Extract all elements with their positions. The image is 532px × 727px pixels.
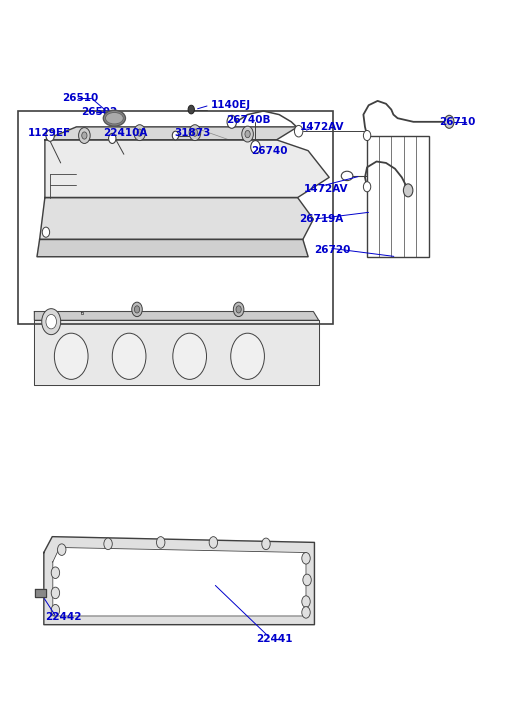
Circle shape bbox=[236, 306, 241, 313]
Text: 1472AV: 1472AV bbox=[300, 122, 345, 132]
Circle shape bbox=[137, 129, 142, 136]
Circle shape bbox=[234, 302, 244, 316]
Circle shape bbox=[363, 130, 371, 140]
Circle shape bbox=[132, 302, 142, 316]
Text: 1129EF: 1129EF bbox=[28, 128, 71, 137]
Circle shape bbox=[227, 116, 237, 128]
Circle shape bbox=[231, 333, 264, 379]
Circle shape bbox=[189, 125, 201, 140]
Circle shape bbox=[303, 574, 311, 586]
Circle shape bbox=[54, 333, 88, 379]
Circle shape bbox=[262, 538, 270, 550]
Polygon shape bbox=[45, 127, 297, 140]
Text: 26510: 26510 bbox=[62, 93, 98, 103]
Text: 26502: 26502 bbox=[81, 108, 117, 118]
Polygon shape bbox=[45, 140, 329, 198]
Text: 31873: 31873 bbox=[174, 128, 210, 137]
Circle shape bbox=[444, 116, 454, 128]
Circle shape bbox=[188, 105, 194, 114]
Circle shape bbox=[302, 553, 310, 564]
Circle shape bbox=[41, 309, 61, 334]
Circle shape bbox=[172, 131, 179, 140]
Text: 26740B: 26740B bbox=[227, 115, 271, 124]
Polygon shape bbox=[53, 547, 306, 616]
Text: 22410A: 22410A bbox=[103, 128, 147, 137]
Circle shape bbox=[82, 132, 87, 139]
Circle shape bbox=[209, 537, 218, 548]
Circle shape bbox=[42, 227, 49, 237]
Circle shape bbox=[135, 306, 140, 313]
Text: 22441: 22441 bbox=[256, 634, 293, 644]
Bar bbox=[18, 111, 334, 324]
Circle shape bbox=[112, 333, 146, 379]
Circle shape bbox=[79, 127, 90, 143]
Circle shape bbox=[51, 604, 60, 616]
Circle shape bbox=[51, 567, 60, 579]
Circle shape bbox=[302, 596, 310, 607]
Polygon shape bbox=[36, 589, 46, 598]
Circle shape bbox=[57, 544, 66, 555]
Polygon shape bbox=[37, 239, 308, 257]
Text: 22442: 22442 bbox=[45, 612, 81, 622]
Polygon shape bbox=[35, 320, 319, 385]
Text: 26740: 26740 bbox=[251, 145, 288, 156]
Text: 26719A: 26719A bbox=[298, 214, 343, 224]
Text: 26720: 26720 bbox=[314, 244, 351, 254]
Circle shape bbox=[242, 126, 253, 142]
Circle shape bbox=[302, 606, 310, 618]
Polygon shape bbox=[35, 312, 319, 320]
Circle shape bbox=[363, 182, 371, 192]
Circle shape bbox=[403, 184, 413, 197]
Circle shape bbox=[51, 587, 60, 599]
Polygon shape bbox=[39, 198, 313, 239]
Ellipse shape bbox=[103, 111, 126, 126]
Circle shape bbox=[192, 129, 197, 136]
Circle shape bbox=[173, 333, 206, 379]
Circle shape bbox=[109, 133, 116, 143]
Circle shape bbox=[251, 140, 260, 153]
Ellipse shape bbox=[105, 113, 123, 124]
Text: 26710: 26710 bbox=[439, 117, 475, 126]
Polygon shape bbox=[44, 537, 314, 624]
Ellipse shape bbox=[342, 172, 353, 180]
Circle shape bbox=[46, 129, 54, 141]
Text: 1472AV: 1472AV bbox=[304, 184, 348, 194]
Bar bbox=[367, 135, 429, 257]
Circle shape bbox=[46, 315, 56, 329]
Circle shape bbox=[156, 537, 165, 548]
Text: 1140EJ: 1140EJ bbox=[211, 100, 251, 111]
Circle shape bbox=[104, 538, 112, 550]
Circle shape bbox=[245, 130, 250, 137]
Circle shape bbox=[134, 125, 145, 140]
Circle shape bbox=[294, 126, 303, 137]
